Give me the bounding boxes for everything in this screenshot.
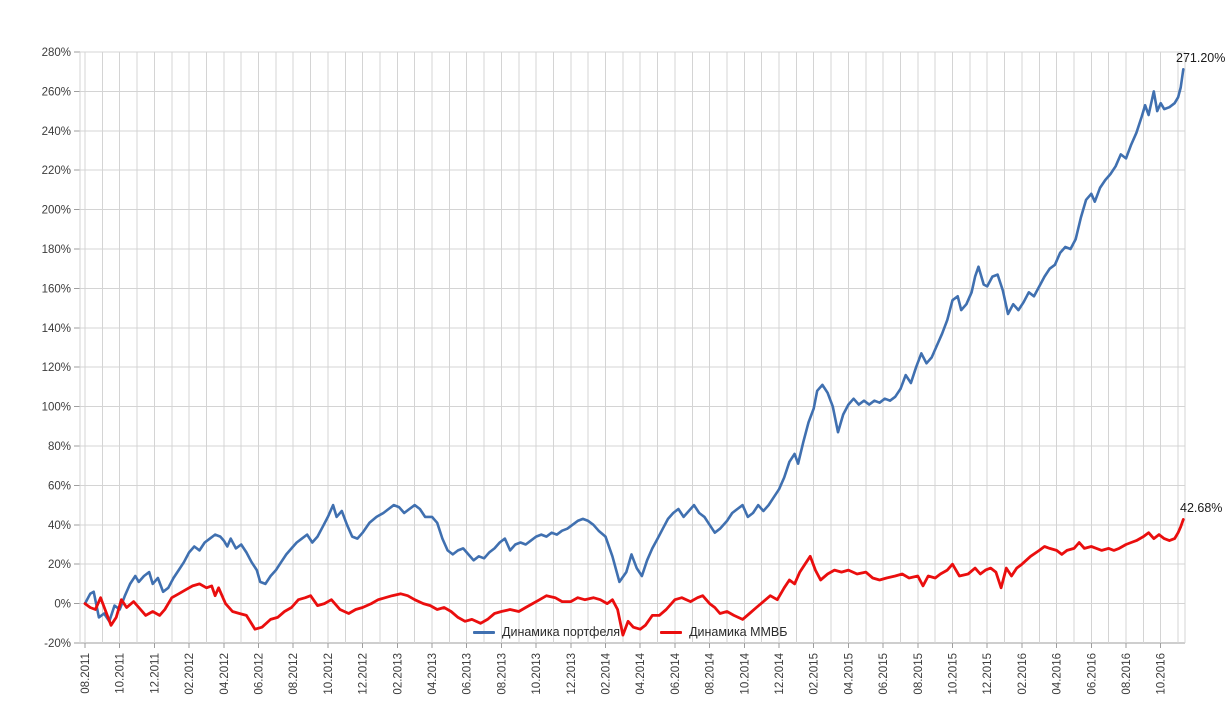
x-axis-label: 10.2011 — [115, 653, 127, 694]
y-axis-label: 180% — [42, 244, 71, 256]
y-axis-label: 120% — [42, 362, 71, 374]
x-axis-label: 06.2015 — [878, 653, 890, 695]
x-axis-label: 12.2014 — [774, 652, 786, 694]
x-axis-label: 12.2012 — [358, 653, 370, 695]
x-axis-label: 08.2016 — [1121, 653, 1133, 695]
y-axis-label: -20% — [44, 638, 71, 650]
y-axis-label: 80% — [48, 441, 71, 453]
micex-series-line — [83, 518, 1185, 637]
x-axis-label: 02.2013 — [392, 653, 404, 695]
x-axis-label: 10.2012 — [323, 653, 335, 695]
x-axis-label: 04.2014 — [635, 652, 647, 694]
portfolio-end-value: 271.20% — [1176, 51, 1226, 65]
y-axis-label: 20% — [48, 559, 71, 571]
y-axis-label: 40% — [48, 520, 71, 532]
y-axis-label: 0% — [54, 599, 71, 611]
x-axis-label: 12.2013 — [566, 653, 578, 695]
y-axis-label: 140% — [42, 323, 71, 335]
x-axis-label: 06.2014 — [670, 652, 682, 694]
y-axis-label: 260% — [42, 86, 71, 98]
x-axis-label: 06.2012 — [254, 653, 266, 695]
y-axis-label: 60% — [48, 480, 71, 492]
x-axis-label: 02.2015 — [809, 653, 821, 695]
x-axis-label: 06.2013 — [462, 653, 474, 695]
x-axis-label: 10.2013 — [531, 653, 543, 695]
x-axis-label: 04.2013 — [427, 653, 439, 695]
x-axis-label: 08.2012 — [288, 653, 300, 695]
y-axis-label: 280% — [42, 47, 71, 59]
x-axis-label: 04.2012 — [219, 653, 231, 695]
x-axis-label: 12.2011 — [149, 653, 161, 694]
y-axis-label: 200% — [42, 205, 71, 217]
x-axis-label: 10.2015 — [948, 653, 960, 695]
y-axis-label: 160% — [42, 283, 71, 295]
micex-end-value: 42.68% — [1180, 501, 1223, 515]
x-axis-label: 08.2011 — [80, 653, 92, 694]
x-axis-label: 08.2015 — [913, 653, 925, 695]
y-axis-label: 100% — [42, 402, 71, 414]
x-axis-label: 02.2016 — [1017, 653, 1029, 695]
x-axis-label: 08.2014 — [705, 652, 717, 694]
x-axis-label: 10.2014 — [739, 652, 751, 694]
y-axis-label: 240% — [42, 126, 71, 138]
portfolio-series-line — [83, 68, 1185, 623]
x-axis-label: 08.2013 — [496, 653, 508, 695]
x-axis-label: 10.2016 — [1156, 653, 1168, 695]
x-axis-label: 04.2015 — [843, 653, 855, 695]
x-axis-label: 02.2012 — [184, 653, 196, 695]
x-axis-label: 04.2016 — [1052, 653, 1064, 695]
x-axis-label: 06.2016 — [1086, 653, 1098, 695]
x-axis-label: 12.2015 — [982, 653, 994, 695]
y-axis-label: 220% — [42, 165, 71, 177]
x-axis-label: 02.2014 — [601, 652, 613, 694]
